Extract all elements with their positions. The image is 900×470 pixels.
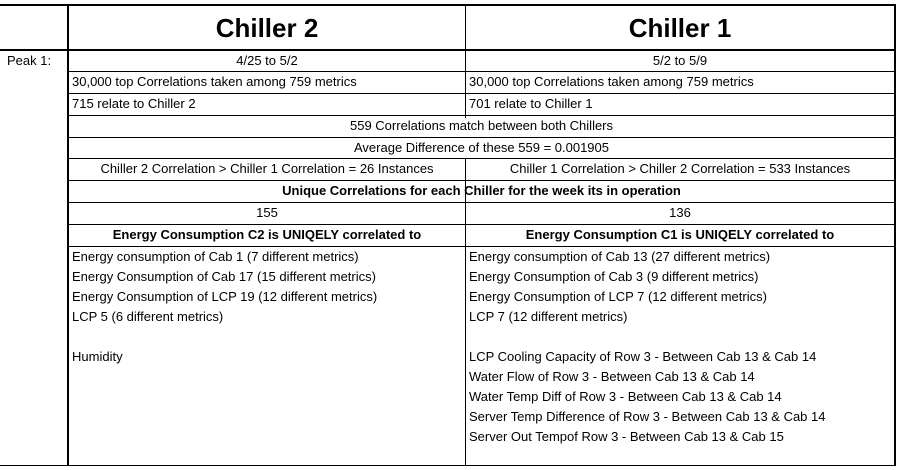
list-item	[72, 327, 465, 347]
list-item: Energy Consumption of Cab 3 (9 different…	[469, 269, 759, 284]
c2-uniquely-correlated-list: Energy consumption of Cab 1 (7 different…	[69, 247, 465, 465]
grid-line	[68, 137, 895, 138]
list-item: Water Flow of Row 3 - Between Cab 13 & C…	[469, 369, 755, 384]
grid-line	[0, 4, 895, 6]
c1-unique-count: 136	[669, 205, 691, 220]
c1-uniquely-correlated-list: Energy consumption of Cab 13 (27 differe…	[466, 247, 894, 465]
c2-relate-count: 715 relate to Chiller 2	[72, 96, 196, 111]
list-item: Energy Consumption of Cab 17 (15 differe…	[72, 269, 376, 284]
list-item: Server Temp Difference of Row 3 - Betwee…	[469, 409, 826, 424]
c1-relate-count: 701 relate to Chiller 1	[469, 96, 593, 111]
list-item: LCP 5 (6 different metrics)	[72, 309, 224, 324]
grid-line	[465, 4, 466, 118]
grid-line	[68, 115, 895, 116]
list-item: Humidity	[72, 349, 123, 364]
grid-line	[68, 246, 895, 247]
matching-correlations: 559 Correlations match between both Chil…	[349, 118, 614, 133]
chiller-1-header: Chiller 1	[628, 13, 732, 43]
list-item: LCP 7 (12 different metrics)	[469, 309, 628, 324]
c1-date-range: 5/2 to 5/9	[652, 53, 708, 68]
grid-line	[68, 224, 895, 225]
grid-line	[68, 202, 895, 203]
grid-line	[67, 4, 69, 466]
grid-line	[894, 4, 896, 466]
c2-energy-header: Energy Consumption C2 is UNIQELY correla…	[112, 227, 422, 242]
list-item: Energy Consumption of LCP 7 (12 differen…	[469, 289, 767, 304]
average-difference: Average Difference of these 559 = 0.0019…	[353, 140, 610, 155]
c2-unique-count: 155	[256, 205, 278, 220]
grid-line	[68, 93, 895, 94]
list-item	[469, 327, 894, 347]
list-item: Server Out Tempof Row 3 - Between Cab 13…	[469, 429, 784, 444]
list-item: Energy consumption of Cab 13 (27 differe…	[469, 249, 771, 264]
c1-greater-instances: Chiller 1 Correlation > Chiller 2 Correl…	[509, 161, 851, 176]
grid-line	[68, 158, 895, 159]
c1-energy-header: Energy Consumption C1 is UNIQELY correla…	[525, 227, 835, 242]
c2-date-range: 4/25 to 5/2	[236, 53, 298, 68]
peak-label: Peak 1:	[7, 53, 52, 68]
list-item: LCP Cooling Capacity of Row 3 - Between …	[469, 349, 817, 364]
c2-greater-instances: Chiller 2 Correlation > Chiller 1 Correl…	[100, 161, 434, 176]
grid-line	[68, 71, 895, 72]
list-item: Water Temp Diff of Row 3 - Between Cab 1…	[469, 389, 782, 404]
grid-line	[465, 158, 466, 466]
grid-line	[0, 465, 895, 466]
c2-top-correlations: 30,000 top Correlations taken among 759 …	[72, 74, 357, 89]
list-item: Energy Consumption of LCP 19 (12 differe…	[72, 289, 378, 304]
grid-line	[0, 49, 895, 51]
c1-top-correlations: 30,000 top Correlations taken among 759 …	[469, 74, 754, 89]
list-item: Energy consumption of Cab 1 (7 different…	[72, 249, 359, 264]
chiller-2-header: Chiller 2	[215, 13, 319, 43]
grid-line	[68, 180, 895, 181]
unique-correlations-header: Unique Correlations for each Chiller for…	[282, 183, 681, 198]
